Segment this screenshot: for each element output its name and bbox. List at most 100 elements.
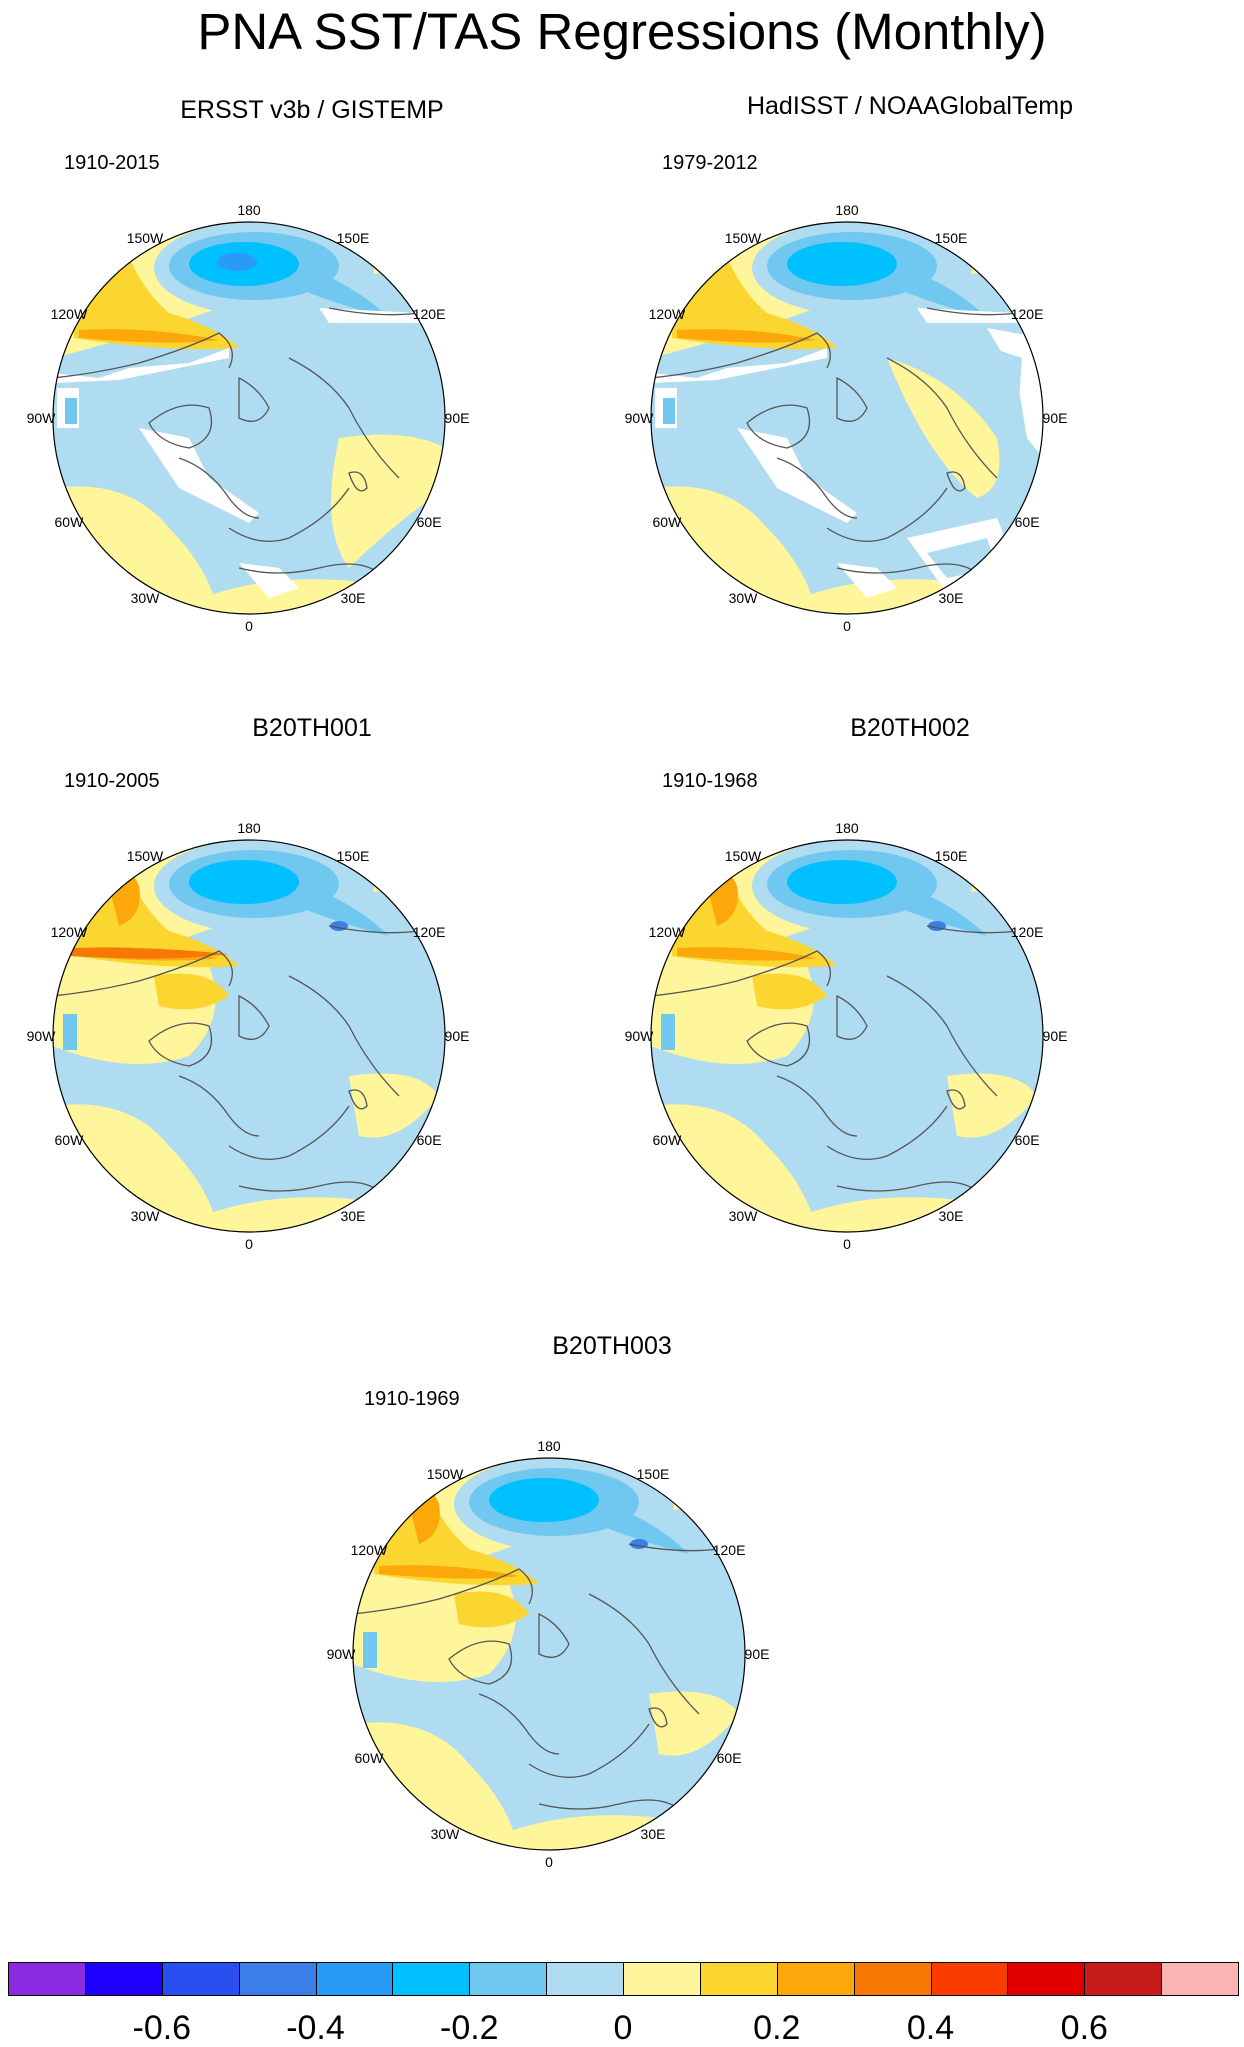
colorbar-swatch — [776, 1962, 855, 1996]
longitude-label: 60E — [717, 1750, 742, 1766]
longitude-label: 60E — [1015, 514, 1040, 530]
map-border — [650, 839, 1044, 1233]
panel-years: 1910-1969 — [364, 1388, 460, 1410]
map-fill — [651, 840, 1043, 1232]
colorbar-swatch — [1161, 1962, 1239, 1996]
longitude-label: 120W — [649, 306, 686, 322]
longitude-label: 30E — [939, 590, 964, 606]
polar-map: 180 150E 120E 90E 60E 30E 0 30W 60W 90W 120W 150W — [327, 1438, 770, 1870]
longitude-label: 90W — [625, 410, 655, 426]
longitude-label: 0 — [545, 1854, 553, 1870]
colorbar-swatch — [546, 1962, 624, 1996]
longitude-label: 60E — [417, 514, 442, 530]
panel-title: B20TH003 — [552, 1332, 672, 1360]
colorbar-swatch — [1007, 1962, 1086, 1996]
longitude-label: 60W — [653, 514, 683, 530]
longitude-label: 0 — [245, 618, 253, 634]
longitude-label: 0 — [843, 618, 851, 634]
colorbar-swatch — [161, 1962, 240, 1996]
map-panel-b20th001: B20TH001 1910-2005 180 150E 120E 90E 60E 30E 0… — [12, 714, 612, 1354]
longitude-label: 150E — [637, 1466, 670, 1482]
polar-map: 180 150E 120E 90E 60E 30E 0 30W 60W 90W 120W 150W — [625, 202, 1068, 634]
longitude-label: 30E — [341, 1208, 366, 1224]
colorbar-tick-label: -0.2 — [440, 2009, 499, 2047]
longitude-label: 60W — [55, 514, 85, 530]
map-border — [352, 1457, 746, 1851]
longitude-label: 150W — [127, 230, 164, 246]
map-fill — [53, 840, 445, 1232]
longitude-label: 60W — [55, 1132, 85, 1148]
map-border — [650, 221, 1044, 615]
colorbar-swatch — [623, 1962, 701, 1996]
longitude-label: 150W — [725, 848, 762, 864]
longitude-label: 150E — [337, 848, 370, 864]
panel-years: 1910-2015 — [64, 152, 160, 174]
longitude-label: 150W — [725, 230, 762, 246]
colorbar-swatch — [8, 1962, 86, 1996]
colorbar-swatch — [315, 1962, 394, 1996]
colorbar-swatch — [392, 1962, 471, 1996]
longitude-label: 120W — [649, 924, 686, 940]
map-fill — [651, 222, 1043, 614]
longitude-label: 120E — [413, 306, 446, 322]
longitude-label: 30E — [939, 1208, 964, 1224]
longitude-label: 150E — [935, 848, 968, 864]
figure-title: PNA SST/TAS Regressions (Monthly) — [197, 3, 1047, 60]
longitude-label: 120E — [413, 924, 446, 940]
colorbar-tick-label: 0.4 — [906, 2009, 955, 2047]
longitude-label: 120W — [51, 306, 88, 322]
map-panel-ersst-gistemp: ERSST v3b / GISTEMP 1910-2015 180 150E 120… — [12, 96, 612, 736]
panel-years: 1910-1968 — [662, 770, 758, 792]
longitude-label: 90W — [327, 1646, 357, 1662]
longitude-label: 180 — [537, 1438, 561, 1454]
map-panel-hadisst-noaaglobaltemp: HadISST / NOAAGlobalTemp 1979-2012 180 15… — [610, 92, 1210, 736]
longitude-label: 60W — [355, 1750, 385, 1766]
colorbar-tick-label: -0.6 — [132, 2009, 192, 2047]
map-fill — [353, 1458, 745, 1850]
colorbar-swatch — [699, 1962, 778, 1996]
longitude-label: 60E — [417, 1132, 442, 1148]
colorbar-tick-label: -0.4 — [286, 2009, 345, 2047]
colorbar-tick-label: 0.2 — [753, 2009, 801, 2047]
longitude-label: 60E — [1015, 1132, 1040, 1148]
longitude-label: 90E — [745, 1646, 770, 1662]
longitude-label: 180 — [237, 202, 261, 218]
polar-map: 180 150E 120E 90E 60E 30E 0 30W 60W 90W 120W 150W — [625, 820, 1068, 1252]
coastline — [651, 307, 1043, 574]
longitude-label: 30W — [131, 1208, 161, 1224]
colorbar — [8, 1962, 1239, 1996]
panel-title: B20TH002 — [850, 714, 970, 742]
polar-map: 180 150E 120E 90E 60E 30E 0 30W 60W 90W 120W 150W — [27, 202, 470, 634]
coastline — [53, 925, 445, 1192]
longitude-label: 120E — [713, 1542, 746, 1558]
panel-years: 1979-2012 — [662, 152, 758, 174]
colorbar-tick-label: 0 — [613, 2009, 633, 2047]
longitude-label: 120E — [1011, 306, 1044, 322]
longitude-label: 120E — [1011, 924, 1044, 940]
map-border — [52, 221, 446, 615]
longitude-label: 30W — [131, 590, 161, 606]
longitude-label: 180 — [237, 820, 261, 836]
longitude-label: 180 — [835, 820, 859, 836]
colorbar-swatch — [930, 1962, 1009, 1996]
map-fill — [53, 222, 445, 614]
longitude-label: 120W — [351, 1542, 388, 1558]
longitude-label: 90E — [1043, 410, 1068, 426]
longitude-label: 60W — [653, 1132, 683, 1148]
colorbar-swatch — [238, 1962, 317, 1996]
map-panel-b20th002: B20TH002 1910-1968 180 150E 120E 90E 60E 30E 0… — [610, 714, 1210, 1354]
longitude-label: 150W — [127, 848, 164, 864]
map-panel-b20th003: B20TH003 1910-1969 180 150E 120E 90E 60E 30E 0… — [312, 1332, 912, 1972]
longitude-label: 0 — [245, 1236, 253, 1252]
longitude-label: 90W — [27, 1028, 57, 1044]
polar-map: 180 150E 120E 90E 60E 30E 0 30W 60W 90W 120W 150W — [27, 820, 470, 1252]
longitude-label: 150E — [337, 230, 370, 246]
longitude-label: 120W — [51, 924, 88, 940]
longitude-label: 90W — [625, 1028, 655, 1044]
colorbar-swatch — [853, 1962, 932, 1996]
longitude-label: 0 — [843, 1236, 851, 1252]
colorbar-swatch — [1084, 1962, 1163, 1996]
panel-years: 1910-2005 — [64, 770, 160, 792]
longitude-label: 150E — [935, 230, 968, 246]
colorbar-tick-label: 0.6 — [1060, 2009, 1108, 2047]
